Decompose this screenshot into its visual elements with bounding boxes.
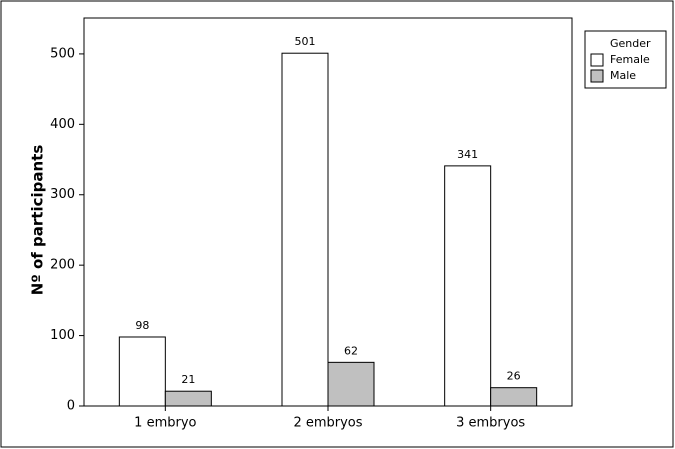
value-label: 21 bbox=[181, 373, 195, 386]
bar bbox=[444, 165, 492, 407]
legend-label: Female bbox=[610, 53, 650, 66]
bar bbox=[490, 387, 538, 407]
y-tick-label: 500 bbox=[50, 46, 75, 61]
legend-label: Male bbox=[610, 69, 636, 82]
x-tick-label: 1 embryo bbox=[134, 416, 196, 431]
x-tick-label: 3 embryos bbox=[456, 416, 525, 431]
y-tick-label: 100 bbox=[50, 328, 75, 343]
y-tick-label: 300 bbox=[50, 187, 75, 202]
bar bbox=[118, 336, 166, 407]
value-label: 501 bbox=[295, 35, 316, 48]
legend-swatch bbox=[590, 53, 604, 67]
legend-swatch bbox=[590, 69, 604, 83]
value-label: 62 bbox=[344, 344, 358, 357]
y-tick-label: 0 bbox=[67, 399, 75, 414]
y-tick-label: 200 bbox=[50, 258, 75, 273]
x-tick-label: 2 embryos bbox=[293, 416, 362, 431]
y-tick-label: 400 bbox=[50, 117, 75, 132]
bar bbox=[327, 361, 375, 407]
value-label: 341 bbox=[457, 148, 478, 161]
bar bbox=[281, 52, 329, 407]
legend-title: Gender bbox=[610, 37, 651, 50]
value-label: 98 bbox=[135, 319, 149, 332]
y-axis-label: Nº of participants bbox=[29, 145, 47, 296]
value-label: 26 bbox=[507, 370, 521, 383]
bar bbox=[164, 390, 212, 407]
